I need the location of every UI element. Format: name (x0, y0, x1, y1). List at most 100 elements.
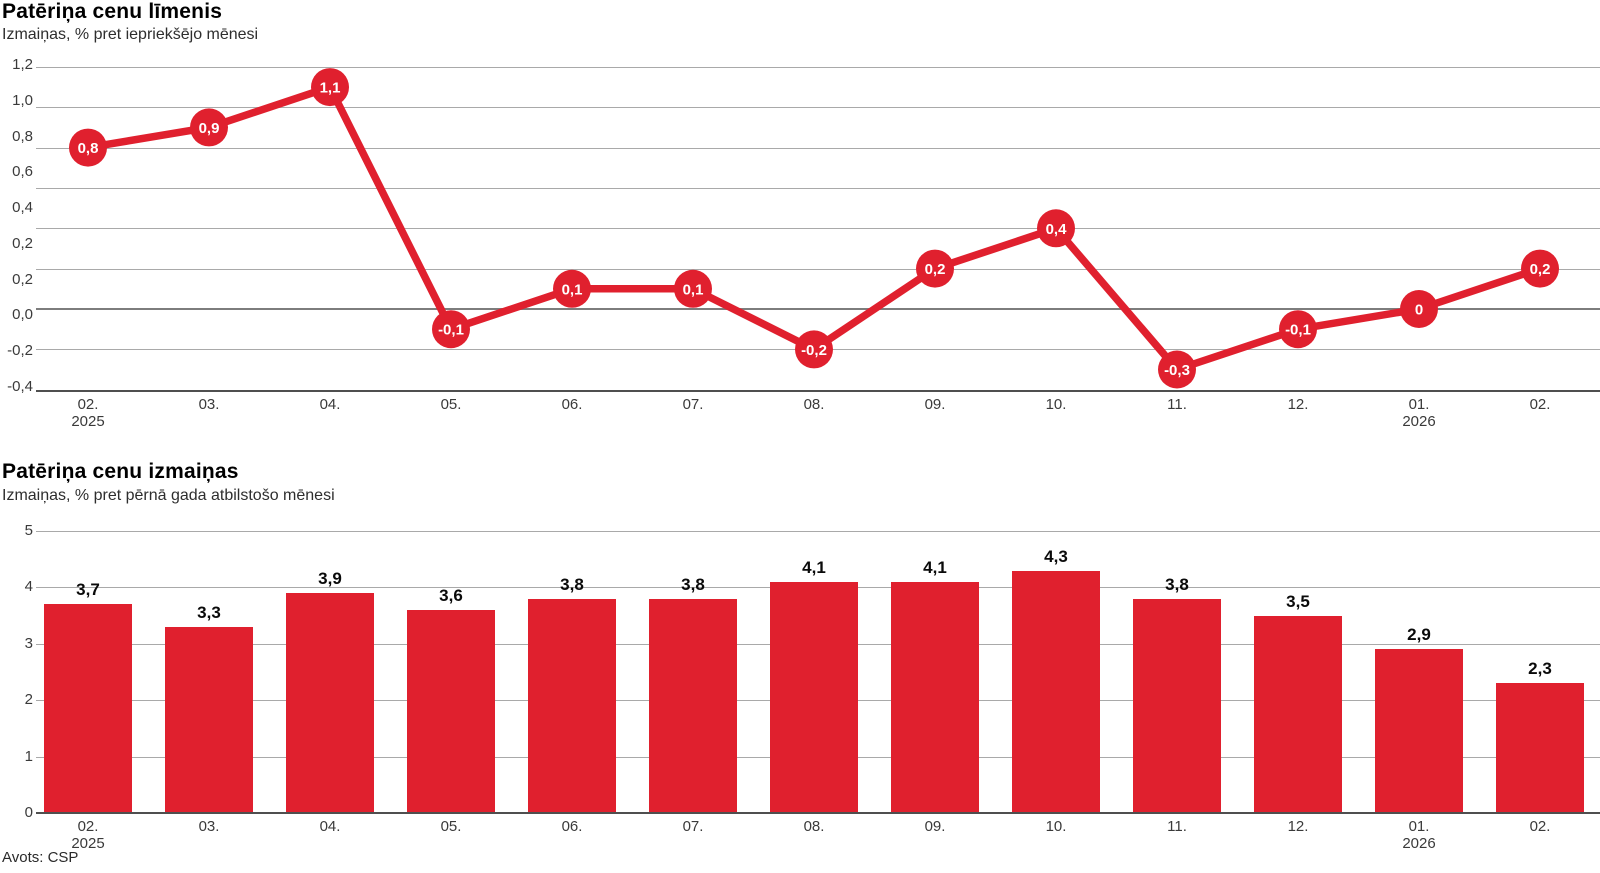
data-point-label: 0 (1415, 302, 1423, 319)
data-point-label: 0,2 (925, 261, 946, 278)
x-axis-label: 01. (1408, 396, 1430, 413)
zero-gridline (36, 308, 1600, 310)
x-axis-label: 05. (440, 818, 462, 835)
bar-value-label: 3,8 (560, 574, 584, 594)
x-axis-label: 02. (1529, 818, 1551, 835)
gridline (36, 188, 1600, 189)
x-axis-line (36, 390, 1600, 392)
x-axis-label: 12. (1287, 818, 1309, 835)
y-axis-label: 1,2 (12, 56, 33, 73)
data-point (916, 249, 954, 288)
bar-value-label: 3,8 (681, 574, 705, 594)
bar-chart-subtitle: Izmaiņas, % pret pērnā gada atbilstošo m… (2, 487, 335, 504)
data-point (1037, 209, 1075, 248)
bar-value-label: 4,1 (923, 557, 947, 577)
x-axis-label: 02. (77, 396, 99, 413)
data-point (190, 108, 228, 147)
line-chart-subtitle: Izmaiņas, % pret iepriekšējo mēnesi (2, 26, 259, 43)
data-point-label: -0,2 (801, 342, 827, 359)
data-point-label: -0,1 (1285, 322, 1311, 339)
bar (649, 598, 737, 813)
data-point (1400, 290, 1438, 328)
bar (286, 593, 374, 813)
y-axis-label: 0,2 (12, 271, 33, 288)
x-axis-label: 08. (803, 818, 825, 835)
bar-value-label: 3,8 (1165, 574, 1189, 594)
gridline (36, 531, 1600, 532)
y-axis-label: -0,4 (7, 378, 33, 395)
data-point-label: 0,4 (1046, 221, 1068, 238)
bar-value-label: 2,3 (1528, 659, 1552, 679)
data-point-label: 0,1 (562, 281, 583, 298)
x-axis-label: 11. (1167, 818, 1187, 835)
year-label: 2026 (1402, 835, 1436, 852)
gridline (36, 107, 1600, 108)
y-axis-label: 3 (24, 635, 33, 652)
x-axis-label: 06. (561, 396, 583, 413)
bar-value-label: 3,6 (439, 586, 463, 605)
bar-value-label: 4,1 (802, 557, 826, 577)
y-axis-label: 0,0 (12, 306, 33, 323)
gridline (36, 67, 1600, 68)
bar (1254, 615, 1342, 813)
bar (1012, 570, 1100, 813)
x-axis-label: 02. (1529, 396, 1551, 413)
data-point (1521, 249, 1559, 288)
line-chart-title: Patēriņa cenu līmenis (2, 0, 223, 23)
gridline (36, 228, 1600, 229)
x-axis-label: 03. (198, 818, 220, 835)
data-point-label: 0,1 (683, 281, 704, 298)
data-point-label: 0,8 (78, 140, 99, 157)
data-point (1279, 310, 1317, 349)
x-axis-label: 04. (319, 396, 341, 413)
year-label: 2025 (71, 413, 105, 430)
bar-value-label: 3,3 (197, 602, 221, 622)
gridline (36, 148, 1600, 149)
bar (44, 604, 132, 813)
gridline (36, 269, 1600, 270)
data-point (311, 68, 349, 107)
x-axis-label: 09. (924, 396, 946, 413)
y-axis-label: 0,8 (12, 128, 33, 145)
bar (165, 626, 253, 813)
bar-value-label: 2,9 (1407, 625, 1431, 645)
x-axis-label: 05. (440, 396, 462, 413)
data-point-label: -0,3 (1164, 362, 1190, 379)
x-axis-label: 10. (1045, 396, 1067, 413)
data-point (795, 330, 833, 369)
bar (891, 581, 979, 813)
bar (407, 610, 495, 813)
baseline (36, 812, 1600, 814)
trend-line-layer: 0,8 0,9 1,1 -0,1 0,1 0,1 -0,2 0,2 0,4 -0,3 -0,1 0 0,… (69, 68, 1559, 389)
data-point (1158, 350, 1196, 389)
y-axis-label: 5 (24, 522, 33, 539)
trend-line (84, 83, 1544, 374)
source-note: Avots: CSP (2, 849, 79, 866)
bar-value-label: 3,7 (76, 580, 100, 600)
year-label: 2026 (1402, 413, 1436, 430)
x-axis-label: 12. (1287, 396, 1309, 413)
data-point-label: 0,2 (1530, 261, 1551, 278)
x-axis-label: 06. (561, 818, 583, 835)
year-label: 2025 (71, 835, 105, 852)
y-axis-label: 4 (24, 578, 33, 595)
y-axis-label: 1 (24, 748, 33, 765)
bar-value-label: 3,9 (318, 569, 342, 588)
bar-value-label: 3,5 (1286, 591, 1310, 611)
x-axis-label: 07. (682, 396, 704, 413)
x-axis-label: 02. (77, 818, 99, 835)
data-point-label: 0,9 (199, 120, 220, 137)
y-axis-label: 0 (24, 804, 33, 821)
y-axis-label: -0,2 (7, 342, 33, 359)
bar (770, 581, 858, 813)
x-axis-label: 03. (198, 396, 220, 413)
x-axis-label: 04. (319, 818, 341, 835)
x-axis-label: 11. (1167, 396, 1187, 413)
bar (1375, 649, 1463, 813)
y-axis-label: 0,2 (12, 235, 33, 252)
data-point-label: -0,1 (438, 322, 464, 339)
data-point (432, 310, 470, 349)
data-point (674, 269, 712, 308)
bar-chart-title: Patēriņa cenu izmaiņas (2, 460, 239, 483)
